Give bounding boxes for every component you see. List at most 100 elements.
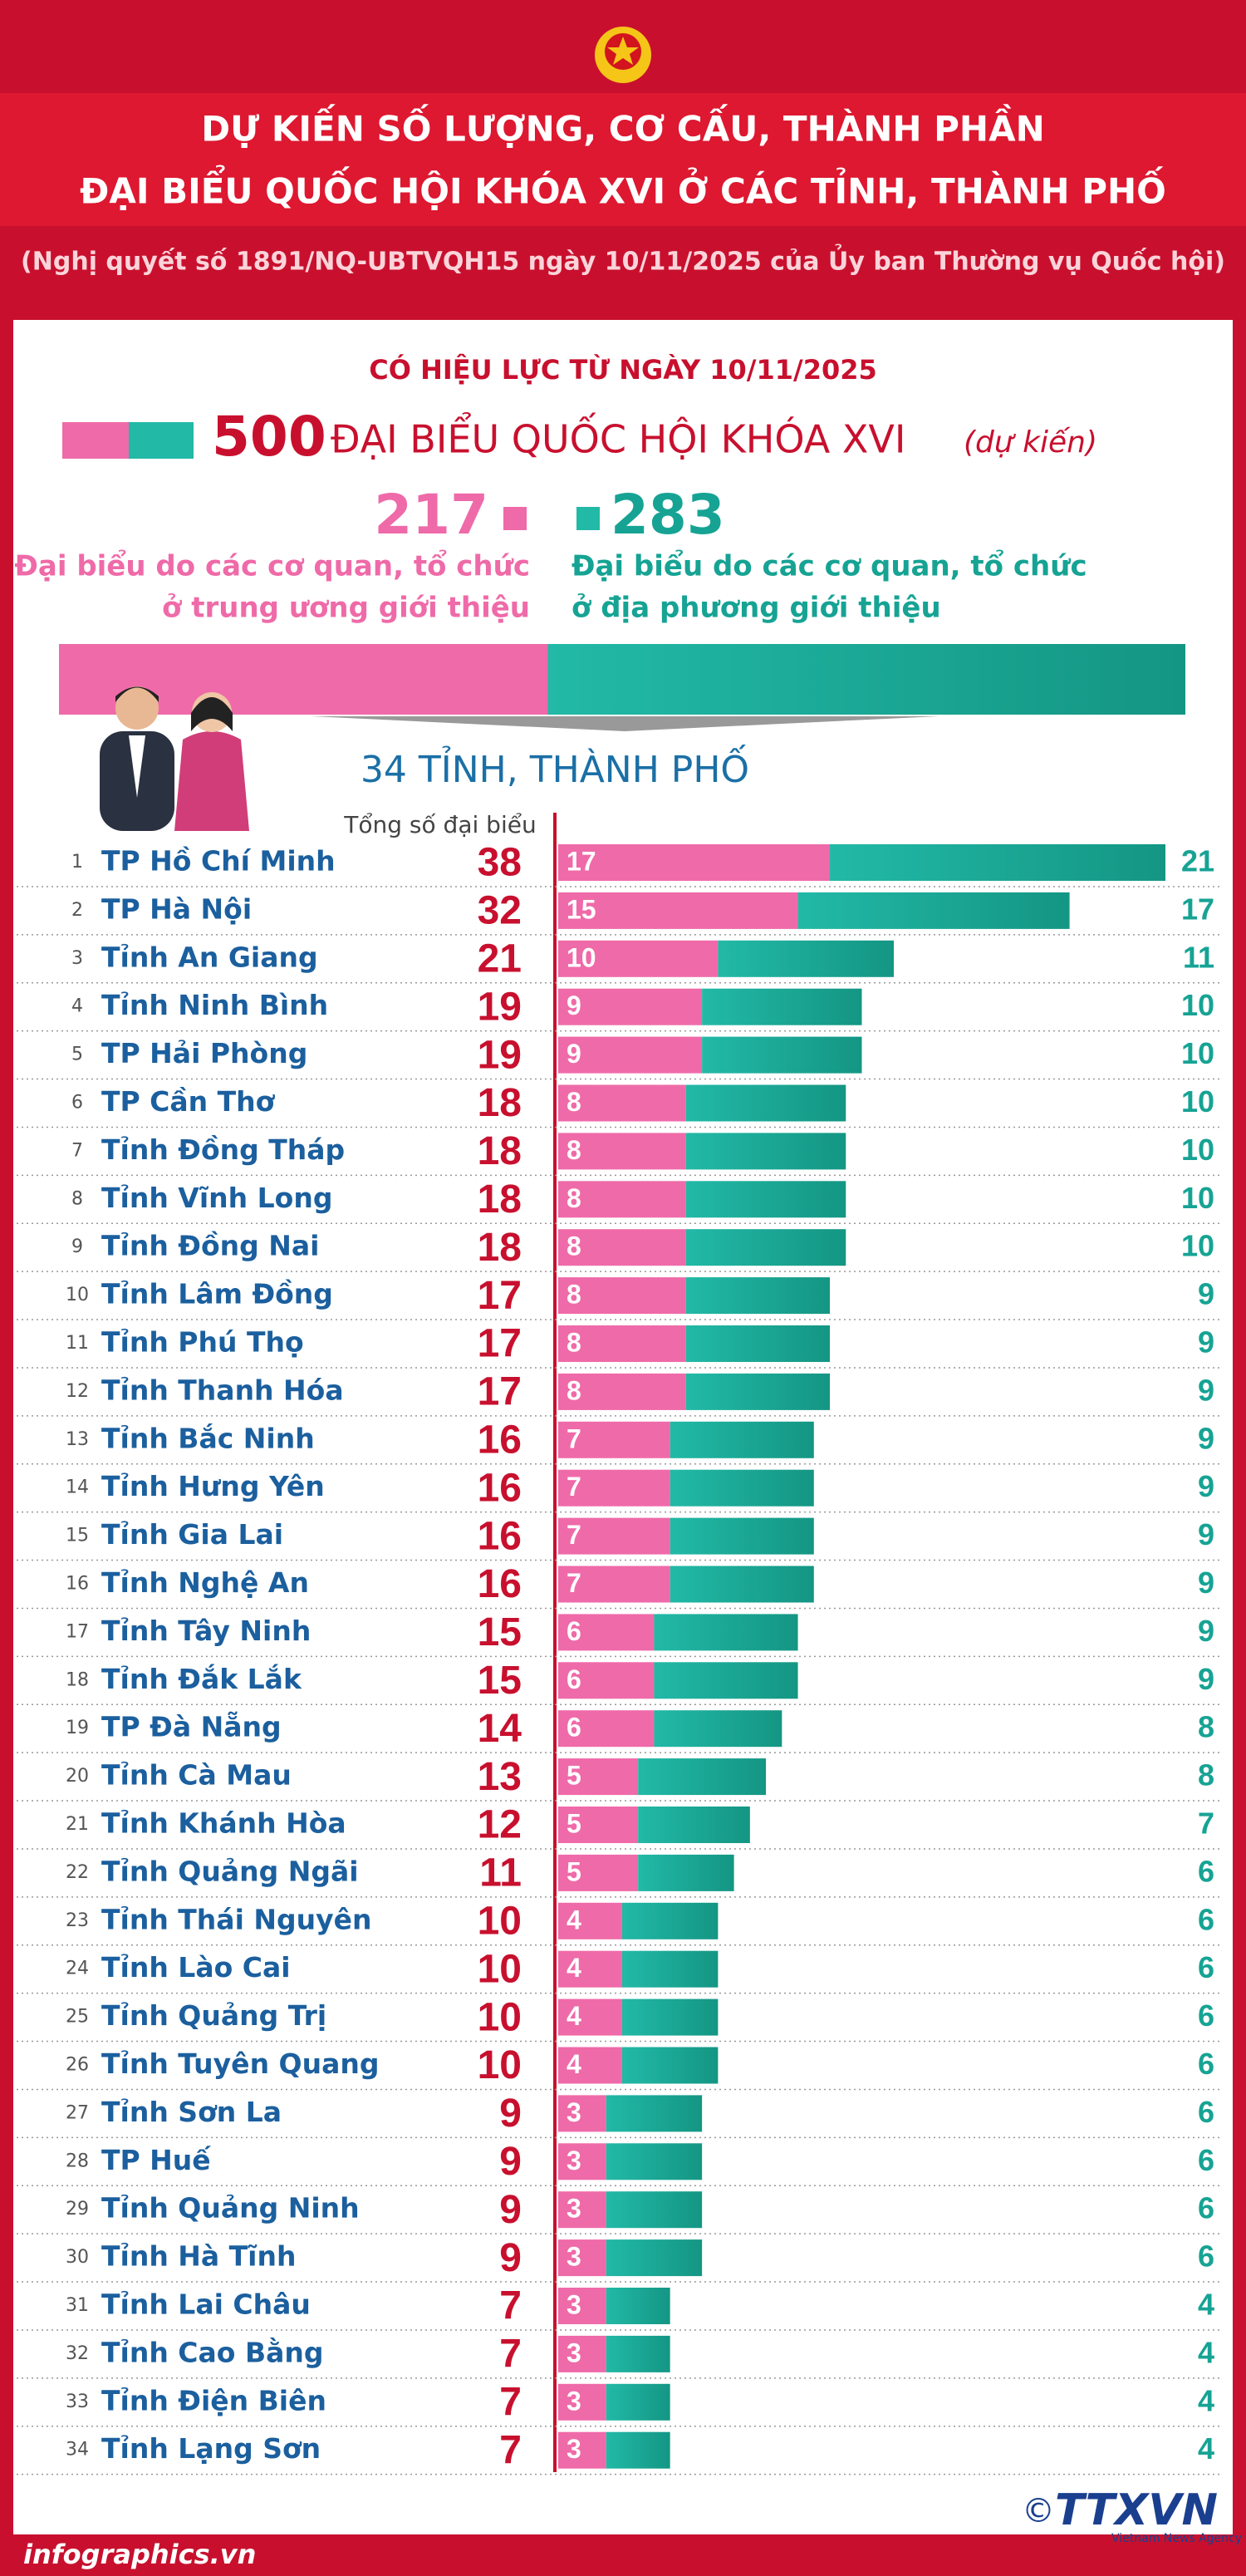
local-label: 11	[1183, 940, 1214, 974]
central-label: 8	[567, 1327, 581, 1357]
bar-central	[558, 1373, 686, 1410]
local-label: 10	[1181, 988, 1214, 1022]
bar-central	[558, 940, 719, 977]
bar-local	[670, 1469, 814, 1507]
province-name: Tỉnh Gia Lai	[101, 1518, 283, 1551]
central-number: 217	[374, 483, 488, 547]
rank: 23	[66, 1910, 89, 1931]
bar-central	[558, 1998, 622, 2036]
local-label: 6	[1198, 1902, 1214, 1936]
divider-arrow	[312, 716, 939, 731]
title: ĐẠI BIỂU QUỐC HỘI KHÓA XVI Ở CÁC TỈNH, T…	[80, 165, 1166, 212]
local-label: 6	[1198, 2191, 1214, 2225]
bar-local	[670, 1566, 814, 1603]
rank: 25	[66, 2007, 89, 2028]
bar-central	[558, 1181, 686, 1218]
agency: Vietnam News Agency	[1111, 2532, 1242, 2545]
bar-central	[558, 2335, 606, 2372]
people-illustration	[100, 686, 249, 831]
province-name: TP Hồ Chí Minh	[101, 845, 336, 878]
bar-local	[606, 2143, 703, 2180]
province-name: Tỉnh Nghệ An	[101, 1566, 309, 1599]
central-label: 8	[567, 1087, 581, 1117]
total: 10	[478, 2043, 522, 2087]
bar-local	[606, 2335, 670, 2372]
province-name: Tỉnh Bắc Ninh	[101, 1422, 315, 1454]
province-name: Tỉnh Cao Bằng	[101, 2336, 323, 2368]
logo: TTXVN	[1055, 2485, 1218, 2535]
bar-central	[558, 1517, 670, 1555]
local-label: ở địa phương giới thiệu	[571, 592, 941, 625]
bar-local	[606, 2288, 670, 2324]
rank: 29	[66, 2199, 89, 2220]
province-name: Tỉnh Lai Châu	[101, 2288, 311, 2321]
rank: 19	[66, 1718, 89, 1738]
bar-local	[606, 2239, 703, 2277]
bar-local	[685, 1181, 846, 1218]
total: 17	[478, 1322, 522, 1366]
title-ribbon	[0, 93, 1246, 226]
central-label: 7	[567, 1472, 581, 1502]
bar-central	[558, 2095, 606, 2132]
total: 17	[478, 1370, 522, 1414]
bar-central	[558, 1758, 639, 1796]
central-label: 3	[567, 2289, 581, 2319]
rank: 21	[66, 1814, 89, 1835]
bar-central	[558, 1902, 622, 1939]
local-label: 9	[1198, 1662, 1214, 1696]
rank: 2	[71, 900, 83, 921]
bar-central	[558, 2143, 606, 2180]
rank: 24	[66, 1959, 89, 1979]
bar-central	[558, 844, 831, 881]
local-label: 6	[1198, 1854, 1214, 1888]
rank: 27	[66, 2102, 89, 2123]
bar-central	[558, 2288, 606, 2324]
rank: 33	[66, 2392, 89, 2412]
province-name: Tỉnh Lào Cai	[101, 1951, 291, 1984]
central-label: 3	[567, 2434, 581, 2464]
local-label: 4	[1198, 2383, 1214, 2417]
central-label: 8	[567, 1135, 581, 1165]
bar-central	[558, 1710, 655, 1748]
total: 18	[478, 1226, 522, 1270]
province-name: Tỉnh Lâm Đồng	[101, 1278, 333, 1310]
legend-chip	[62, 422, 129, 459]
central-label: 7	[567, 1423, 581, 1453]
total-note: (dự kiến)	[964, 425, 1097, 460]
local-label: 10	[1181, 1181, 1214, 1215]
bar-local	[638, 1807, 750, 1843]
total: 16	[478, 1418, 522, 1462]
bar-central	[558, 2191, 606, 2229]
total: 7	[499, 2333, 522, 2377]
central-label: 8	[567, 1231, 581, 1261]
rank: 26	[66, 2055, 89, 2076]
total-label: ĐẠI BIỂU QUỐC HỘI KHÓA XVI	[331, 412, 905, 462]
local-label: 9	[1198, 1325, 1214, 1359]
bar-local	[606, 2431, 670, 2469]
total: 7	[499, 2428, 522, 2472]
summary-local	[547, 644, 1185, 715]
bar-local	[830, 844, 1165, 881]
bar-local	[685, 1133, 846, 1170]
rank: 20	[66, 1766, 89, 1787]
total: 14	[478, 1707, 522, 1751]
bar-central	[558, 1807, 639, 1843]
local-label: 6	[1198, 2095, 1214, 2129]
total: 15	[478, 1610, 522, 1654]
total: 38	[478, 841, 522, 885]
province-name: Tỉnh Vĩnh Long	[101, 1182, 332, 1214]
central-label: 4	[567, 1953, 581, 1983]
total-number: 500	[212, 405, 326, 469]
total: 15	[478, 1659, 522, 1703]
total: 17	[478, 1274, 522, 1318]
total: 10	[478, 1947, 522, 1991]
central-marker	[503, 507, 527, 530]
rank: 14	[66, 1477, 89, 1498]
rank: 4	[71, 996, 83, 1017]
total: 18	[478, 1081, 522, 1125]
central-label: 17	[567, 846, 596, 876]
chart-title: 34 TỈNH, THÀNH PHỐ	[361, 744, 749, 791]
bar-central	[558, 1229, 686, 1266]
central-label: 3	[567, 2386, 581, 2416]
bar-local	[685, 1325, 831, 1362]
